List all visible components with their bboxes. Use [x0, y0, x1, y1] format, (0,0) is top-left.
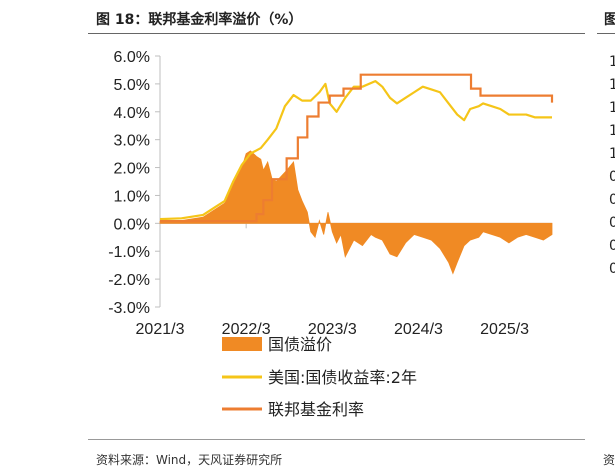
legend-label: 联邦基金利率 [268, 400, 364, 419]
right-source-note: 资 [603, 453, 615, 467]
y-tick-label: -1.0% [108, 244, 150, 261]
y-tick-label: -3.0% [108, 300, 150, 317]
x-tick-label: 2022/3 [222, 321, 271, 338]
right-tick-label: 1 [609, 77, 615, 93]
right-tick-label: 1 [609, 146, 615, 162]
legend-swatch-premium [222, 337, 262, 351]
right-tick-label: 1 [609, 54, 615, 70]
title-rule [88, 33, 585, 34]
y-tick-label: 5.0% [114, 77, 150, 94]
y-tick-label: 6.0% [114, 49, 150, 66]
y-tick-label: 2.0% [114, 161, 150, 178]
x-tick-label: 2024/3 [394, 321, 443, 338]
x-tick-label: 2021/3 [136, 321, 185, 338]
right-tick-label: 0 [609, 261, 615, 277]
y-axis: 6.0% 5.0% 4.0% 3.0% 2.0% 1.0% 0.0% -1.0% -2.0% -3… [108, 49, 161, 317]
figure-title: 图 18：联邦基金利率溢价（%） [96, 12, 303, 28]
fed-funds-line [160, 73, 554, 223]
treasury-2y-line [159, 80, 552, 221]
right-tick-label: 1 [609, 100, 615, 116]
x-tick-label: 2023/3 [308, 321, 357, 338]
plot-area [159, 73, 554, 275]
right-tick-label: 0 [609, 238, 615, 254]
source-note: 资料来源：Wind，天风证券研究所 [96, 453, 283, 467]
footer-rule [88, 439, 585, 440]
legend-label: 国债溢价 [268, 335, 332, 354]
legend-label: 美国:国债收益率:2年 [268, 368, 417, 387]
right-title-rule [597, 33, 615, 34]
right-tick-label: 0 [609, 192, 615, 208]
right-tick-label: 0 [609, 215, 615, 231]
right-tick-label: 1 [609, 123, 615, 139]
y-tick-label: 1.0% [114, 188, 150, 205]
y-tick-label: 4.0% [114, 105, 150, 122]
right-tick-label: 0 [609, 169, 615, 185]
x-tick-label: 2025/3 [480, 321, 529, 338]
premium-area [159, 150, 553, 275]
y-tick-label: 3.0% [114, 133, 150, 150]
y-tick-label: 0.0% [114, 216, 150, 233]
y-tick-label: -2.0% [108, 272, 150, 289]
right-figure-title: 图 [604, 12, 615, 28]
